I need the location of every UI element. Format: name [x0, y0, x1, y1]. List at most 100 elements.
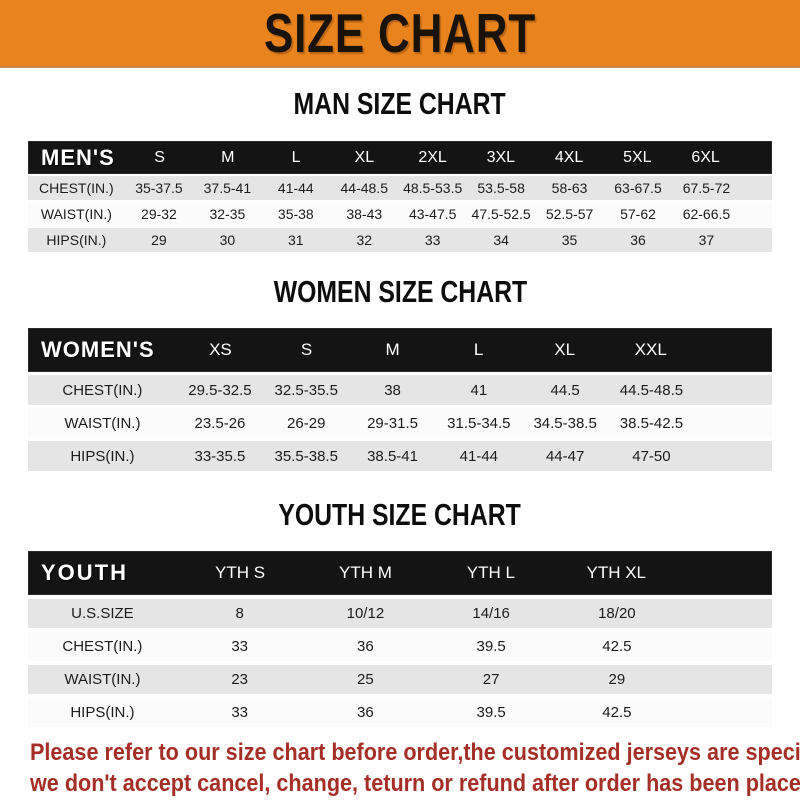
table-header-row: YOUTH YTH S YTH M YTH L YTH XL — [28, 551, 772, 595]
banner: SIZE CHART — [0, 0, 800, 68]
table-row: CHEST(IN.) 29.5-32.5 32.5-35.5 38 41 44.5 44.5… — [28, 375, 772, 405]
row-label: U.S.SIZE — [71, 605, 134, 622]
size-value: 47.5-52.5 — [471, 206, 531, 222]
row-label: CHEST(IN.) — [62, 638, 143, 655]
size-value: 34 — [493, 232, 509, 248]
size-value: 33-35.5 — [194, 447, 246, 465]
section-women: WOMEN SIZE CHART WOMEN'S XS S M L XL XXL CHEST(I… — [0, 274, 800, 471]
table-row: WAIST(IN.) 23 25 27 29 — [28, 665, 772, 694]
size-value: 44-47 — [545, 447, 585, 465]
size-value: 36 — [357, 638, 374, 655]
size-value: 67.5-72 — [682, 180, 731, 196]
column-header: 6XL — [691, 148, 720, 166]
size-value: 32.5-35.5 — [274, 381, 338, 399]
size-value: 33 — [424, 232, 441, 248]
column-header: XS — [209, 340, 232, 359]
size-value: 36 — [357, 704, 374, 721]
size-value: 33 — [231, 704, 248, 721]
size-value: 41-44 — [459, 447, 499, 465]
table-row: HIPS(IN.) 33-35.5 35.5-38.5 38.5-41 41-44 44-… — [28, 441, 772, 471]
size-value: 32-35 — [209, 206, 246, 222]
men-size-table: MEN'S S M L XL 2XL 3XL 4XL 5XL 6XL CHEST(IN.) 35-37… — [28, 141, 772, 252]
column-header: L — [291, 148, 301, 166]
size-value: 44.5 — [550, 381, 580, 399]
size-value: 53.5-58 — [477, 180, 525, 196]
section-heading-text: YOUTH SIZE CHART — [278, 497, 522, 532]
size-value: 62-66.5 — [682, 206, 731, 222]
row-label: WAIST(IN.) — [64, 671, 141, 688]
column-header: 4XL — [554, 148, 584, 166]
row-label: HIPS(IN.) — [70, 447, 135, 465]
size-value: 38 — [384, 381, 401, 399]
footer-line-1: Please refer to our size chart before or… — [30, 739, 800, 766]
size-value: 35-38 — [277, 206, 314, 222]
section-men: MAN SIZE CHART MEN'S S M L XL 2XL 3XL 4XL 5XL 6XL C… — [0, 86, 800, 252]
size-value: 38-43 — [346, 206, 383, 222]
section-heading-text: WOMEN SIZE CHART — [273, 274, 527, 309]
size-value: 63-67.5 — [614, 180, 662, 196]
section-youth: YOUTH SIZE CHART YOUTH YTH S YTH M YTH L YTH … — [0, 497, 800, 727]
column-header: 2XL — [418, 148, 447, 166]
size-value: 38.5-42.5 — [619, 414, 684, 432]
row-label: WAIST(IN.) — [64, 414, 141, 432]
sections-container: MAN SIZE CHART MEN'S S M L XL 2XL 3XL 4XL 5XL 6XL C… — [0, 86, 800, 727]
table-row: HIPS(IN.) 29 30 31 32 33 34 35 36 37 — [28, 228, 772, 252]
size-value: 37 — [698, 232, 715, 248]
column-header: YTH L — [466, 563, 515, 582]
banner-title: SIZE CHART — [264, 2, 536, 64]
column-header: M — [385, 340, 400, 359]
size-value: 30 — [219, 232, 236, 248]
column-header: YTH M — [339, 563, 392, 582]
size-value: 8 — [235, 605, 244, 622]
size-value: 43-47.5 — [408, 206, 457, 222]
size-value: 25 — [357, 671, 374, 688]
column-header: 3XL — [486, 148, 516, 166]
size-value: 34.5-38.5 — [533, 414, 597, 432]
size-value: 42.5 — [602, 704, 632, 721]
size-value: 42.5 — [602, 638, 632, 655]
size-value: 35.5-38.5 — [274, 447, 338, 465]
column-header: XL — [354, 148, 375, 166]
row-label: WAIST(IN.) — [40, 206, 112, 222]
size-value: 10/12 — [346, 605, 385, 622]
table-row: CHEST(IN.) 33 36 39.5 42.5 — [28, 632, 772, 661]
size-value: 27 — [482, 671, 500, 688]
size-value: 41 — [470, 381, 488, 399]
size-value: 26-29 — [287, 414, 326, 432]
size-value: 31 — [288, 232, 304, 248]
column-header: YTH S — [215, 563, 266, 582]
table-header-row: MEN'S S M L XL 2XL 3XL 4XL 5XL 6XL — [28, 141, 772, 174]
row-label: HIPS(IN.) — [46, 232, 107, 248]
table-header-row: WOMEN'S XS S M L XL XXL — [28, 328, 772, 372]
column-header: XL — [554, 340, 576, 359]
size-value: 18/20 — [598, 605, 636, 622]
size-value: 29-31.5 — [367, 414, 418, 432]
column-header: S — [300, 340, 313, 359]
table-title-youth: YOUTH — [41, 560, 128, 585]
table-row: WAIST(IN.) 23.5-26 26-29 29-31.5 31.5-34.5 34… — [28, 408, 772, 438]
table-title-women: WOMEN'S — [41, 337, 155, 362]
size-value: 14/16 — [472, 605, 510, 622]
size-value: 57-62 — [620, 206, 656, 222]
size-value: 44-48.5 — [340, 180, 388, 196]
size-value: 29 — [151, 232, 167, 248]
row-label: CHEST(IN.) — [39, 180, 114, 196]
row-label: HIPS(IN.) — [70, 704, 135, 721]
size-value: 29-32 — [141, 206, 177, 222]
row-label: CHEST(IN.) — [62, 381, 143, 399]
size-value: 35 — [561, 232, 578, 248]
size-value: 38.5-41 — [367, 447, 418, 465]
table-row: HIPS(IN.) 33 36 39.5 42.5 — [28, 698, 772, 727]
size-value: 32 — [356, 232, 373, 248]
section-heading-youth: YOUTH SIZE CHART — [0, 497, 800, 536]
size-value: 33 — [231, 638, 248, 655]
section-heading-men: MAN SIZE CHART — [0, 86, 800, 125]
size-value: 23 — [231, 671, 248, 688]
column-header: L — [473, 340, 484, 359]
women-size-table: WOMEN'S XS S M L XL XXL CHEST(IN.) 29.5-32.5 32.5… — [28, 328, 772, 471]
section-heading-women: WOMEN SIZE CHART — [0, 274, 800, 313]
size-value: 48.5-53.5 — [403, 180, 463, 196]
table-title-men: MEN'S — [41, 144, 115, 170]
size-value: 58-63 — [551, 180, 588, 196]
